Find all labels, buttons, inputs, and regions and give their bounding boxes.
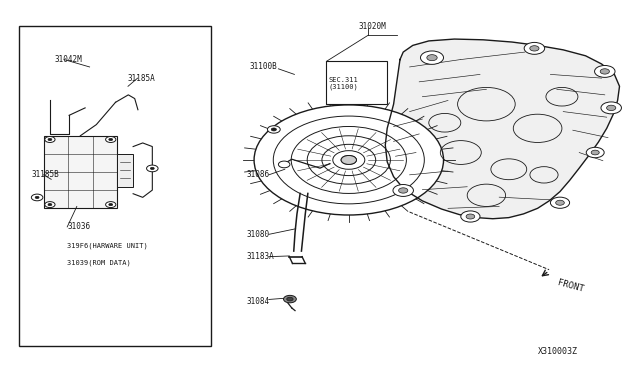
Circle shape — [268, 126, 280, 133]
Circle shape — [556, 200, 564, 205]
Circle shape — [586, 147, 604, 158]
Circle shape — [341, 155, 356, 164]
Circle shape — [109, 203, 113, 206]
Bar — [19, 26, 211, 346]
Text: 31042M: 31042M — [54, 55, 82, 64]
Text: 31086: 31086 — [246, 170, 269, 179]
Circle shape — [427, 55, 437, 61]
Circle shape — [524, 42, 545, 54]
Circle shape — [530, 46, 539, 51]
Circle shape — [271, 128, 276, 131]
Circle shape — [600, 69, 609, 74]
Text: 31185B: 31185B — [32, 170, 60, 179]
Text: 31185A: 31185A — [128, 74, 156, 83]
Circle shape — [461, 211, 480, 222]
Bar — [44, 136, 117, 208]
Circle shape — [393, 185, 413, 196]
Text: 31080: 31080 — [246, 230, 269, 239]
Polygon shape — [385, 39, 620, 219]
Circle shape — [48, 138, 52, 141]
Circle shape — [109, 138, 113, 141]
Circle shape — [147, 165, 158, 172]
Circle shape — [48, 203, 52, 206]
Text: 319F6(HARWARE UNIT): 319F6(HARWARE UNIT) — [67, 242, 148, 249]
Text: 31039(ROM DATA): 31039(ROM DATA) — [67, 259, 131, 266]
Circle shape — [420, 51, 444, 64]
Circle shape — [284, 295, 296, 303]
Circle shape — [254, 105, 444, 215]
Text: 31084: 31084 — [246, 297, 269, 306]
Circle shape — [106, 137, 116, 142]
Circle shape — [35, 196, 39, 199]
Circle shape — [550, 197, 570, 208]
Circle shape — [466, 214, 475, 219]
Circle shape — [150, 167, 154, 170]
Circle shape — [106, 202, 116, 208]
Circle shape — [595, 65, 615, 77]
Text: X310003Z: X310003Z — [538, 347, 578, 356]
Circle shape — [591, 150, 599, 155]
Circle shape — [45, 202, 55, 208]
Text: 31100B: 31100B — [250, 62, 277, 71]
Circle shape — [601, 102, 621, 114]
Text: FRONT: FRONT — [557, 279, 585, 294]
Bar — [117, 154, 133, 186]
Bar — [326, 61, 387, 104]
Circle shape — [31, 194, 43, 201]
Circle shape — [607, 105, 616, 110]
Text: 31183A: 31183A — [246, 252, 274, 261]
Circle shape — [399, 188, 408, 193]
Text: 31020M: 31020M — [358, 22, 386, 31]
Circle shape — [45, 137, 55, 142]
Text: SEC.311
(31100): SEC.311 (31100) — [328, 77, 358, 90]
Text: 31036: 31036 — [67, 222, 90, 231]
Circle shape — [278, 161, 290, 168]
Circle shape — [287, 297, 293, 301]
